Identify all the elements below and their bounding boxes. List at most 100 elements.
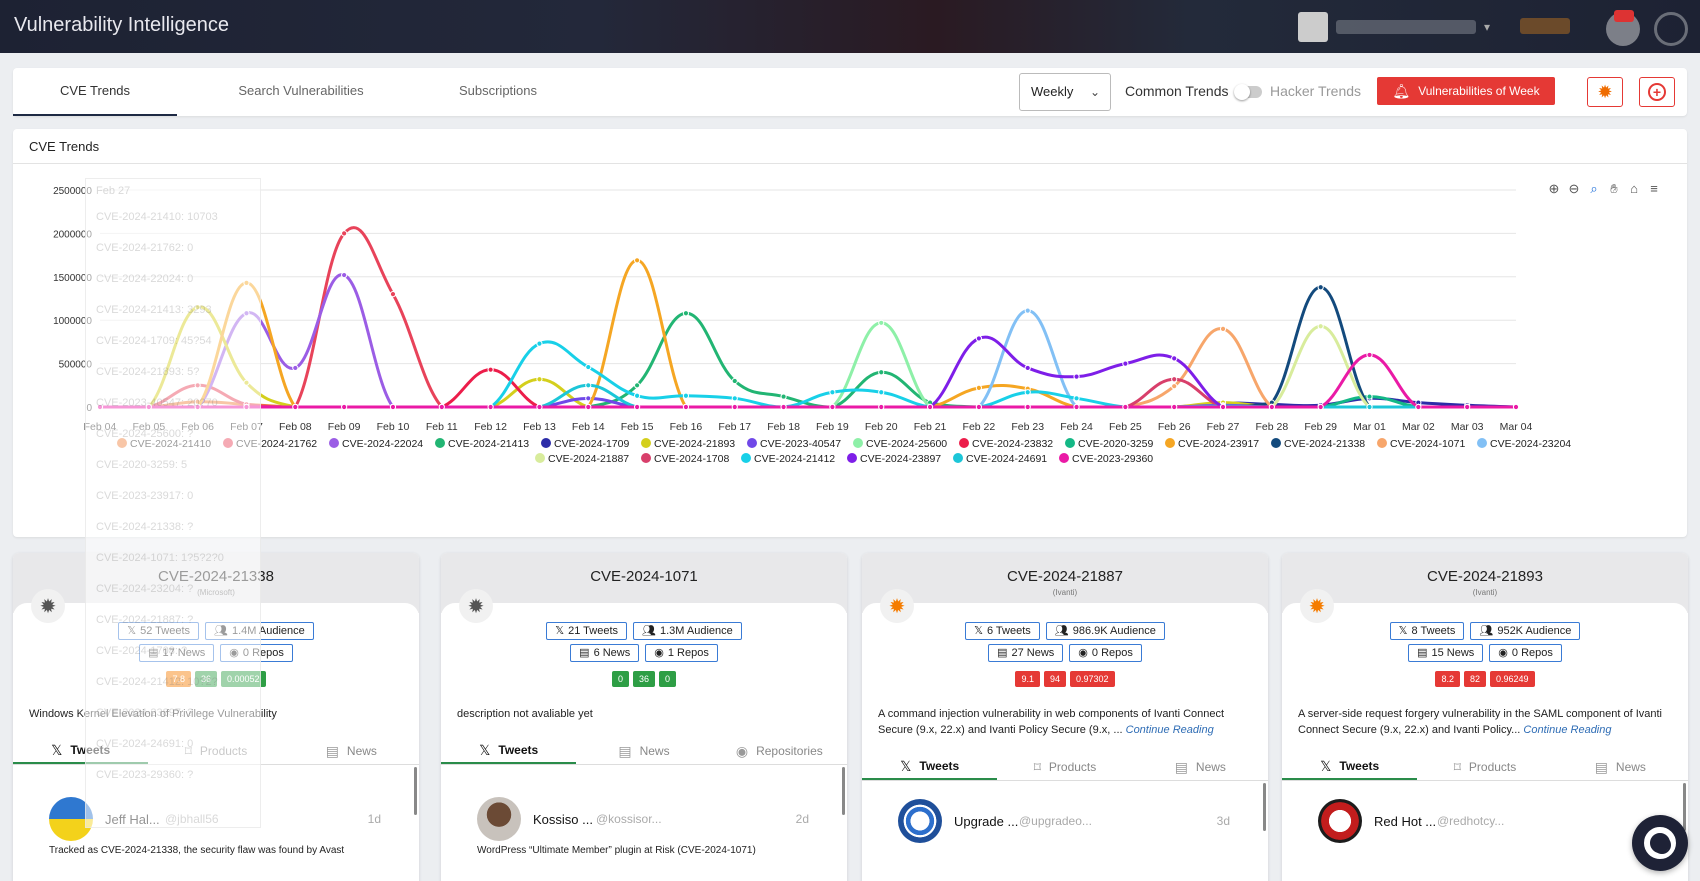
zoom-select-icon[interactable]: ⌕	[1590, 181, 1598, 196]
card-tab-news[interactable]: ▤ News	[284, 737, 419, 764]
data-point	[1219, 325, 1227, 332]
lifebuoy-icon	[1644, 827, 1676, 859]
github-icon: ◉	[735, 742, 749, 759]
card-tab-repositories[interactable]: ◉ Repositories	[712, 737, 847, 764]
repos-count-pill[interactable]: ◉ 0 Repos	[1069, 644, 1142, 662]
legend-marker	[959, 438, 969, 448]
tab-search-vulnerabilities[interactable]: Search Vulnerabilities	[238, 83, 364, 98]
bug-icon: ✹	[459, 589, 493, 623]
audience-pill[interactable]: 👥︎ 986.9K Audience	[1045, 622, 1165, 640]
notifications-icon[interactable]	[1606, 10, 1640, 46]
card-tab-products[interactable]: ⌑ Products	[148, 737, 283, 764]
data-point	[1366, 393, 1373, 400]
card-cve-id[interactable]: CVE-2024-21893	[1427, 568, 1543, 585]
repos-count-pill[interactable]: ◉ 1 Repos	[645, 644, 718, 662]
repos-count-pill[interactable]: ◉ 0 Repos	[220, 644, 293, 662]
audience-pill[interactable]: 👥︎ 952K Audience	[1470, 622, 1581, 640]
card-description: description not avaliable yet	[457, 706, 833, 722]
zoom-out-icon[interactable]: ⊖	[1568, 181, 1580, 196]
tweets-count-pill[interactable]: 𝕏 52 Tweets	[118, 622, 200, 640]
data-point	[585, 363, 592, 371]
org-badge-redacted[interactable]	[1520, 18, 1570, 34]
tweet-item[interactable]: Upgrade ... @upgradeo... 3d	[862, 799, 1268, 849]
tab-subscriptions[interactable]: Subscriptions	[458, 83, 538, 98]
bug-filter-button[interactable]: ✹	[1587, 77, 1623, 107]
tag-icon: ⌑	[1453, 758, 1461, 775]
github-icon: ◉	[1498, 647, 1508, 659]
description-text: A server-side request forgery vulnerabil…	[1298, 708, 1662, 736]
data-point	[585, 382, 592, 389]
home-icon[interactable]: ⌂	[1630, 181, 1638, 196]
chart-panel-heading: CVE Trends	[13, 129, 1687, 164]
card-tab-news[interactable]: ▤ News	[1553, 753, 1688, 780]
continue-reading-link[interactable]: Continue Reading	[1125, 724, 1214, 736]
card-cve-id[interactable]: CVE-2024-21887	[1007, 568, 1123, 585]
audience-pill[interactable]: 👥︎ 1.4M Audience	[205, 622, 314, 640]
scrollbar[interactable]	[842, 767, 845, 815]
avatar	[477, 797, 521, 841]
legend-entry: CVE-2024-21887	[548, 453, 629, 465]
scrollbar[interactable]	[1683, 783, 1686, 831]
card-tab-products[interactable]: ⌑ Products	[1417, 753, 1552, 780]
tweet-item[interactable]: Red Hot ... @redhotcy...	[1282, 799, 1688, 849]
users-icon: 👥︎	[1054, 625, 1069, 637]
card-tab-tweets[interactable]: 𝕏 Tweets	[13, 737, 149, 764]
legend-marker	[223, 438, 233, 448]
y-tick-label: 1500000	[53, 273, 92, 284]
news-count: 17 News	[162, 647, 206, 659]
period-select[interactable]: Weekly ⌄	[1019, 73, 1111, 111]
zoom-in-icon[interactable]: ⊕	[1548, 181, 1560, 196]
trends-chart[interactable]: 0 500000 1000000 1500000 2000000 2500000 Feb 0…	[13, 129, 1687, 537]
tweet-item[interactable]: Kossiso ... @kossisor... 2d	[441, 797, 847, 847]
audience-count: 1.4M Audience	[232, 625, 305, 637]
cve-card[interactable]: CVE-2024-1071 ✹ 𝕏 21 Tweets 👥︎ 1.3M Audien…	[441, 553, 847, 881]
card-tab-tweets[interactable]: 𝕏 Tweets	[862, 753, 998, 780]
x-tick-label: Mar 02	[1402, 421, 1435, 433]
cve-card[interactable]: CVE-2024-21338 (Microsoft) ✹ 𝕏 52 Tweets …	[13, 553, 419, 881]
stat-row: 𝕏 21 Tweets 👥︎ 1.3M Audience	[441, 622, 847, 640]
add-subscription-button[interactable]: +	[1639, 77, 1675, 107]
tab-cve-trends[interactable]: CVE Trends	[13, 68, 177, 116]
scrollbar[interactable]	[414, 767, 417, 815]
card-tab-tweets[interactable]: 𝕏 Tweets	[441, 737, 577, 764]
pan-hand-icon[interactable]: ✋︎	[1610, 181, 1618, 196]
news-count-pill[interactable]: ▤ 17 News	[139, 644, 215, 662]
card-tab-tweets[interactable]: 𝕏 Tweets	[1282, 753, 1418, 780]
help-button[interactable]	[1632, 815, 1688, 871]
github-icon: ◉	[654, 647, 664, 659]
repos-count-pill[interactable]: ◉ 0 Repos	[1489, 644, 1562, 662]
x-logo-icon: 𝕏	[127, 625, 137, 637]
score-row: 7.8 36 0.00052	[13, 671, 419, 687]
vulnerabilities-of-week-button[interactable]: 🔔︎ Vulnerabilities of Week	[1377, 77, 1555, 105]
news-count-pill[interactable]: ▤ 6 News	[570, 644, 640, 662]
news-count-pill[interactable]: ▤ 27 News	[988, 644, 1064, 662]
tweet-item[interactable]: Jeff Hal... @jbhall56 1d	[13, 797, 419, 847]
card-cve-id[interactable]: CVE-2024-1071	[590, 568, 698, 585]
tweet-author-handle: @kossisor...	[596, 812, 662, 826]
user-menu[interactable]: ▾	[1297, 12, 1490, 42]
score-badge: 0.00052	[220, 671, 266, 687]
data-point	[1219, 403, 1227, 411]
profile-icon[interactable]	[1654, 12, 1688, 46]
menu-icon[interactable]: ≡	[1650, 181, 1658, 196]
card-tabs: 𝕏 Tweets ⌑ Products ▤ News	[13, 737, 419, 765]
legend-entry: CVE-2024-22024	[342, 438, 423, 450]
trends-toggle[interactable]	[1234, 84, 1262, 100]
card-tab-news[interactable]: ▤ News	[576, 737, 711, 764]
audience-pill[interactable]: 👥︎ 1.3M Audience	[633, 622, 742, 640]
continue-reading-link[interactable]: Continue Reading	[1523, 724, 1612, 736]
scrollbar[interactable]	[1263, 783, 1266, 831]
card-cve-id[interactable]: CVE-2024-21338	[158, 568, 274, 585]
plus-circle-icon: +	[1648, 83, 1666, 101]
news-count-pill[interactable]: ▤ 15 News	[1408, 644, 1484, 662]
x-tick-label: Feb 11	[426, 421, 458, 433]
card-tab-products[interactable]: ⌑ Products	[997, 753, 1132, 780]
tweets-count-pill[interactable]: 𝕏 21 Tweets	[546, 622, 628, 640]
card-tab-news[interactable]: ▤ News	[1133, 753, 1268, 780]
data-point	[487, 403, 494, 411]
